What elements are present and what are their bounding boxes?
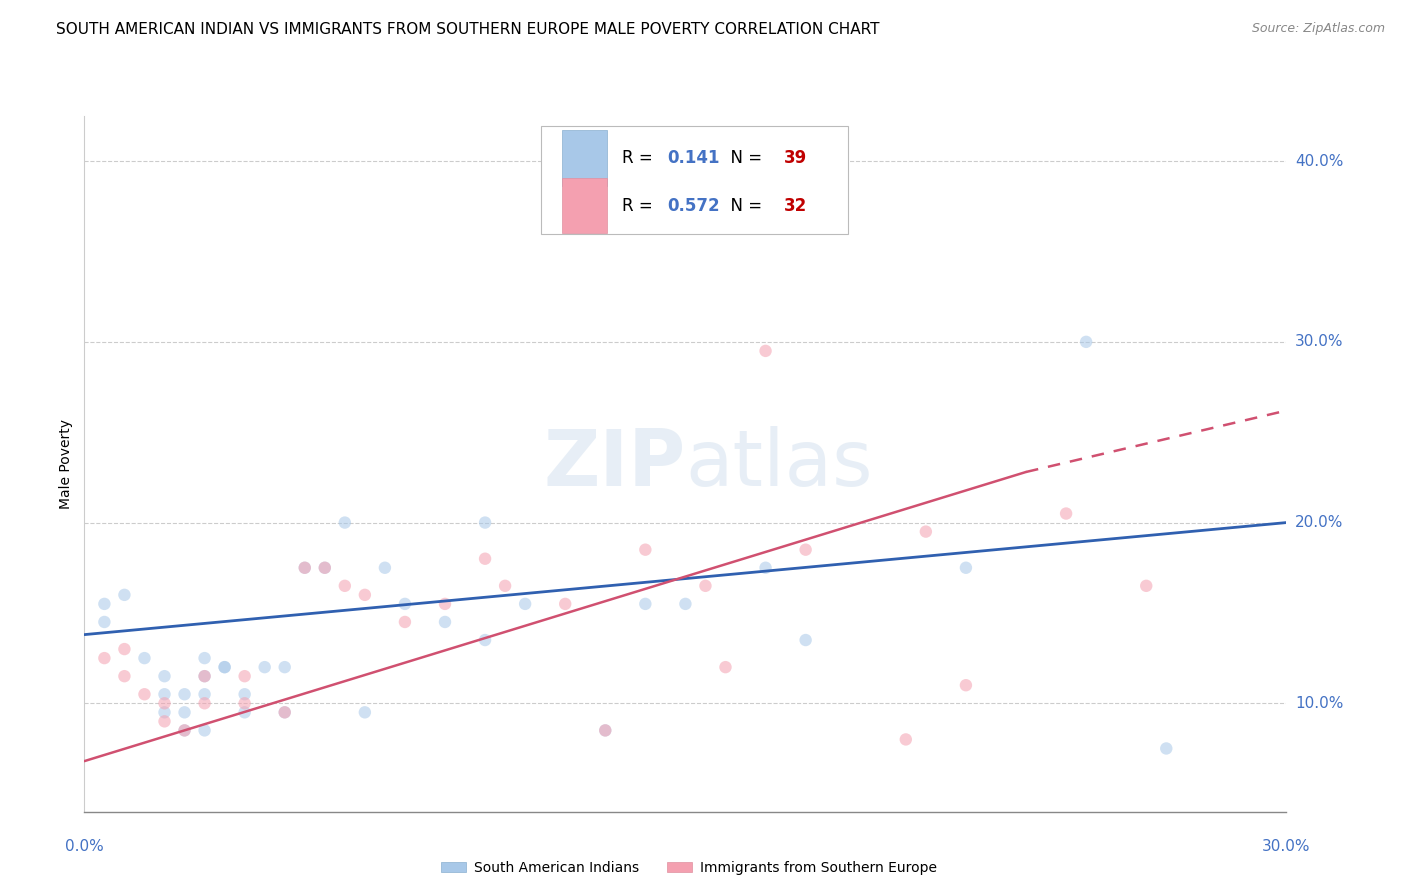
Point: [194, 723, 217, 738]
Text: N =: N =: [720, 149, 768, 167]
Point: [714, 660, 737, 674]
Point: [474, 633, 496, 648]
Point: [1076, 334, 1098, 349]
Point: [354, 588, 377, 602]
Point: [194, 651, 217, 665]
Point: [194, 696, 217, 710]
Point: [233, 687, 256, 701]
Point: [93, 651, 115, 665]
Text: 0.0%: 0.0%: [65, 839, 104, 855]
Point: [634, 542, 657, 557]
Y-axis label: Male Poverty: Male Poverty: [59, 419, 73, 508]
Text: R =: R =: [621, 196, 658, 215]
Point: [153, 669, 176, 683]
Point: [93, 597, 115, 611]
Text: 30.0%: 30.0%: [1295, 334, 1343, 350]
Point: [274, 706, 297, 720]
Point: [1156, 741, 1178, 756]
Text: 30.0%: 30.0%: [1263, 839, 1310, 855]
Point: [233, 669, 256, 683]
Point: [153, 706, 176, 720]
Point: [173, 687, 195, 701]
Point: [695, 579, 717, 593]
Point: [153, 714, 176, 729]
Point: [394, 615, 416, 629]
Text: 39: 39: [785, 149, 807, 167]
Point: [354, 706, 377, 720]
Point: [114, 642, 135, 657]
Point: [114, 669, 135, 683]
Text: R =: R =: [621, 149, 658, 167]
Point: [194, 669, 217, 683]
Point: [554, 597, 576, 611]
FancyBboxPatch shape: [561, 178, 607, 234]
Text: 40.0%: 40.0%: [1295, 153, 1343, 169]
Point: [634, 597, 657, 611]
FancyBboxPatch shape: [541, 127, 848, 235]
Point: [1054, 507, 1077, 521]
Point: [755, 343, 778, 358]
Text: 0.141: 0.141: [668, 149, 720, 167]
Point: [474, 516, 496, 530]
Text: atlas: atlas: [686, 425, 873, 502]
FancyBboxPatch shape: [561, 130, 607, 186]
Point: [173, 723, 195, 738]
Text: Source: ZipAtlas.com: Source: ZipAtlas.com: [1251, 22, 1385, 36]
Text: 0.572: 0.572: [668, 196, 720, 215]
Point: [314, 560, 336, 574]
Point: [114, 588, 135, 602]
Text: ZIP: ZIP: [543, 425, 686, 502]
Point: [93, 615, 115, 629]
Point: [194, 669, 217, 683]
Point: [153, 687, 176, 701]
Point: [214, 660, 236, 674]
Point: [434, 615, 457, 629]
Point: [253, 660, 276, 674]
Point: [134, 651, 156, 665]
Text: N =: N =: [720, 196, 768, 215]
Legend: South American Indians, Immigrants from Southern Europe: South American Indians, Immigrants from …: [434, 855, 943, 880]
Point: [494, 579, 516, 593]
Point: [294, 560, 316, 574]
Point: [955, 560, 977, 574]
Point: [794, 633, 817, 648]
Point: [894, 732, 917, 747]
Point: [755, 560, 778, 574]
Point: [214, 660, 236, 674]
Point: [233, 706, 256, 720]
Point: [595, 723, 617, 738]
Point: [233, 696, 256, 710]
Point: [374, 560, 396, 574]
Point: [134, 687, 156, 701]
Point: [274, 706, 297, 720]
Text: 10.0%: 10.0%: [1295, 696, 1343, 711]
Text: 32: 32: [785, 196, 807, 215]
Point: [794, 542, 817, 557]
Point: [474, 551, 496, 566]
Point: [153, 696, 176, 710]
Point: [173, 723, 195, 738]
Point: [194, 687, 217, 701]
Point: [675, 597, 697, 611]
Point: [955, 678, 977, 692]
Point: [173, 706, 195, 720]
Point: [314, 560, 336, 574]
Text: 20.0%: 20.0%: [1295, 515, 1343, 530]
Point: [915, 524, 938, 539]
Point: [294, 560, 316, 574]
Point: [595, 723, 617, 738]
Text: SOUTH AMERICAN INDIAN VS IMMIGRANTS FROM SOUTHERN EUROPE MALE POVERTY CORRELATIO: SOUTH AMERICAN INDIAN VS IMMIGRANTS FROM…: [56, 22, 880, 37]
Point: [1135, 579, 1157, 593]
Point: [274, 660, 297, 674]
Point: [515, 597, 537, 611]
Point: [333, 516, 356, 530]
Point: [434, 597, 457, 611]
Point: [333, 579, 356, 593]
Point: [394, 597, 416, 611]
